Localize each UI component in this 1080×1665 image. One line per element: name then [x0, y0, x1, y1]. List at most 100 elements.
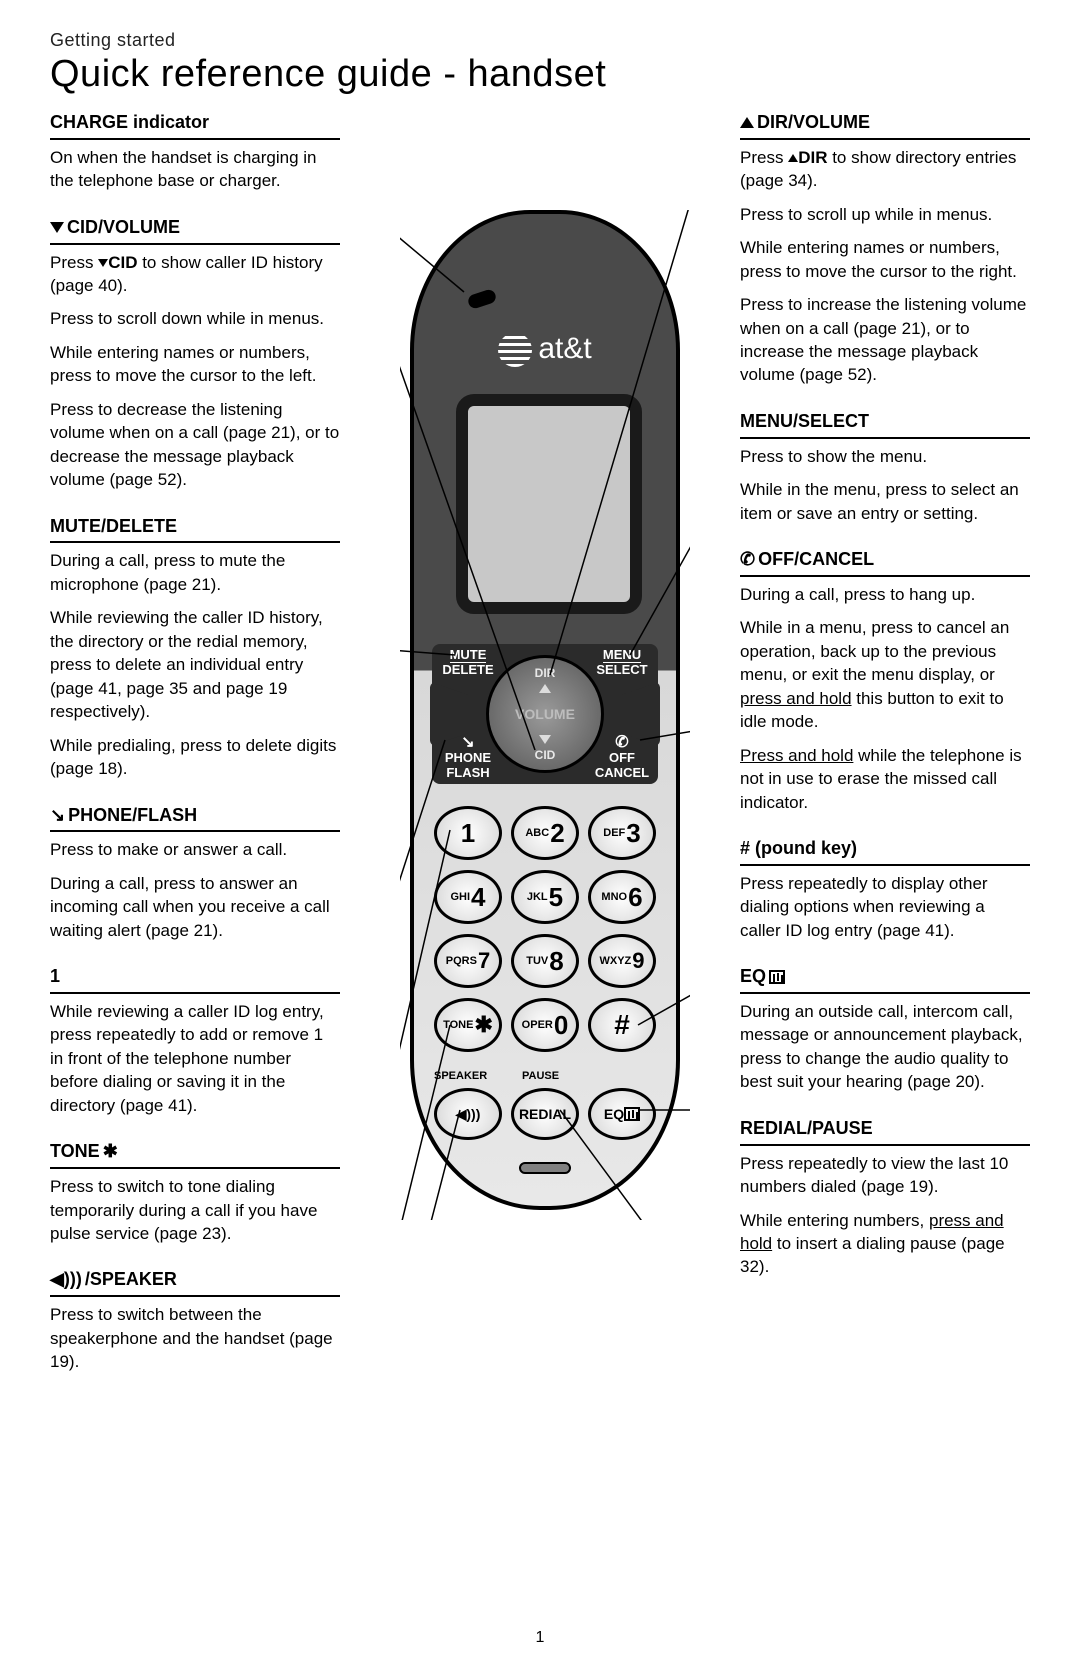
h-eq: EQ	[740, 964, 1030, 994]
page: Getting started Quick reference guide - …	[0, 0, 1080, 1665]
sec-cid: CID/VOLUME Press CID to show caller ID h…	[50, 215, 340, 492]
sec-speaker: ◀)))/SPEAKER Press to switch between the…	[50, 1267, 340, 1373]
p: While predialing, press to delete digits…	[50, 734, 340, 781]
phone-body: at&t MUTEDELETE MENUSELECT ↘PHONEFLASH ✆…	[410, 210, 680, 1210]
h-one: 1	[50, 964, 340, 994]
nav-up-icon	[539, 684, 551, 693]
p: On when the handset is charging in the t…	[50, 146, 340, 193]
sec-menu: MENU/SELECT Press to show the menu. Whil…	[740, 409, 1030, 525]
h-menu: MENU/SELECT	[740, 409, 1030, 439]
speaker-icon: ◀)))	[50, 1267, 82, 1292]
sec-one: 1 While reviewing a caller ID log entry,…	[50, 964, 340, 1117]
nav-down-icon	[539, 735, 551, 744]
triangle-down-icon	[50, 222, 64, 233]
key-hash: #	[588, 998, 656, 1052]
p: While entering numbers, press and hold t…	[740, 1209, 1030, 1279]
key-star: TONE✱	[434, 998, 502, 1052]
p: Press to switch to tone dialing temporar…	[50, 1175, 340, 1245]
key-speaker: ◀)))	[434, 1088, 502, 1140]
h-phone: ↘PHONE/FLASH	[50, 803, 340, 833]
key-0: OPER0	[511, 998, 579, 1052]
eq-icon	[769, 970, 785, 984]
sec-eq: EQ During an outside call, intercom call…	[740, 964, 1030, 1094]
p: While in a menu, press to cancel an oper…	[740, 616, 1030, 733]
star-icon	[103, 1139, 118, 1164]
charge-led	[467, 288, 498, 310]
page-title: Quick reference guide - handset	[50, 53, 1030, 96]
key-4: GHI4	[434, 870, 502, 924]
p: While reviewing a caller ID log entry, p…	[50, 1000, 340, 1117]
hangup-icon: ✆	[740, 547, 755, 572]
p: Press to scroll down while in menus.	[50, 307, 340, 330]
section-pretitle: Getting started	[50, 30, 1030, 51]
keypad: 1 ABC2 DEF3 GHI4 JKL5 MNO6 PQRS7 TUV8	[434, 806, 656, 1062]
triangle-up-icon	[740, 117, 754, 128]
h-off: ✆ OFF/CANCEL	[740, 547, 1030, 577]
key-9: WXYZ9	[588, 934, 656, 988]
h-mute: MUTE/DELETE	[50, 514, 340, 544]
p: Press to increase the listening volume w…	[740, 293, 1030, 387]
p: Press repeatedly to view the last 10 num…	[740, 1152, 1030, 1199]
sec-phone: ↘PHONE/FLASH Press to make or answer a c…	[50, 803, 340, 943]
softkey-menu-select: MENUSELECT	[592, 648, 652, 678]
globe-icon	[498, 333, 532, 367]
p: Press CID to show caller ID history (pag…	[50, 251, 340, 298]
soft-key-panel: MUTEDELETE MENUSELECT ↘PHONEFLASH ✆OFFCA…	[432, 644, 658, 784]
h-speaker: ◀)))/SPEAKER	[50, 1267, 340, 1297]
p: Press to switch between the speakerphone…	[50, 1303, 340, 1373]
h-tone: TONE	[50, 1139, 340, 1169]
columns: CHARGE indicator On when the handset is …	[50, 110, 1030, 1396]
h-pound: # (pound key)	[740, 836, 1030, 866]
p: During a call, press to hang up.	[740, 583, 1030, 606]
h-dir: DIR/VOLUME	[740, 110, 1030, 140]
page-number: 1	[536, 1629, 545, 1647]
key-5: JKL5	[511, 870, 579, 924]
p: Press to show the menu.	[740, 445, 1030, 468]
p: Press DIR to show directory entries (pag…	[740, 146, 1030, 193]
key-6: MNO6	[588, 870, 656, 924]
sec-pound: # (pound key) Press repeatedly to displa…	[740, 836, 1030, 942]
key-2: ABC2	[511, 806, 579, 860]
p: Press to decrease the listening volume w…	[50, 398, 340, 492]
triangle-up-icon	[788, 154, 798, 162]
sec-dir: DIR/VOLUME Press DIR to show directory e…	[740, 110, 1030, 387]
brand-logo: at&t	[414, 332, 676, 367]
label-pause: PAUSE	[522, 1070, 559, 1082]
sec-mute: MUTE/DELETE During a call, press to mute…	[50, 514, 340, 781]
sec-redial: REDIAL/PAUSE Press repeatedly to view th…	[740, 1116, 1030, 1279]
p: While reviewing the caller ID history, t…	[50, 606, 340, 723]
center-column: at&t MUTEDELETE MENUSELECT ↘PHONEFLASH ✆…	[350, 110, 740, 1396]
p: Press and hold while the telephone is no…	[740, 744, 1030, 814]
left-column: CHARGE indicator On when the handset is …	[50, 110, 340, 1396]
key-7: PQRS7	[434, 934, 502, 988]
h-cid: CID/VOLUME	[50, 215, 340, 245]
label-speaker: SPEAKER	[434, 1070, 487, 1082]
eq-icon	[624, 1107, 640, 1121]
p: While entering names or numbers, press t…	[740, 236, 1030, 283]
sec-charge: CHARGE indicator On when the handset is …	[50, 110, 340, 193]
key-1: 1	[434, 806, 502, 860]
h-charge: CHARGE indicator	[50, 110, 340, 140]
key-eq: EQ	[588, 1088, 656, 1140]
softkey-off-cancel: ✆OFFCANCEL	[592, 734, 652, 780]
nav-circle: DIR VOLUME CID	[486, 655, 604, 773]
nav-dir: DIR	[489, 666, 601, 680]
h-redial: REDIAL/PAUSE	[740, 1116, 1030, 1146]
p: While in the menu, press to select an it…	[740, 478, 1030, 525]
handset-illustration: at&t MUTEDELETE MENUSELECT ↘PHONEFLASH ✆…	[400, 210, 690, 1220]
p: During a call, press to mute the microph…	[50, 549, 340, 596]
p: While entering names or numbers, press t…	[50, 341, 340, 388]
sec-tone: TONE Press to switch to tone dialing tem…	[50, 1139, 340, 1245]
sec-off: ✆ OFF/CANCEL During a call, press to han…	[740, 547, 1030, 814]
phone-icon: ↘	[50, 803, 65, 828]
p: Press to scroll up while in menus.	[740, 203, 1030, 226]
right-column: DIR/VOLUME Press DIR to show directory e…	[740, 110, 1030, 1396]
triangle-down-icon	[98, 259, 108, 267]
key-8: TUV8	[511, 934, 579, 988]
nav-vol: VOLUME	[489, 706, 601, 722]
bottom-row: ◀))) REDIAL EQ	[434, 1088, 656, 1140]
p: During a call, press to answer an incomi…	[50, 872, 340, 942]
mic-grille	[519, 1162, 571, 1174]
nav-cid: CID	[489, 748, 601, 762]
lcd-screen	[456, 394, 642, 614]
